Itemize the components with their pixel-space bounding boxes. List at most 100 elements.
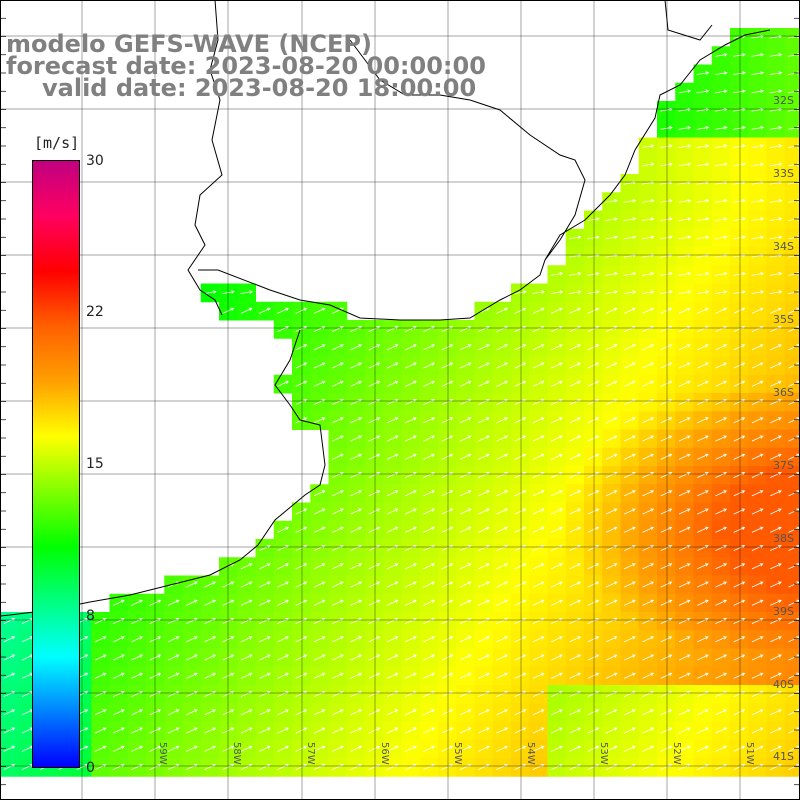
wind-cell [784,685,800,704]
wind-arrow [441,362,454,369]
wind-arrow [678,398,691,406]
wind-arrow [605,745,618,752]
wind-arrow [496,471,509,479]
wind-arrow [660,490,673,497]
wind-arrow [277,745,290,752]
wind-arrow [660,417,673,424]
wind-arrow [587,563,600,570]
wind-arrow [259,636,271,643]
wind-arrow [478,617,490,625]
wind-arrow [386,325,399,333]
wind-arrow [715,453,728,460]
wind-arrow [441,508,454,515]
wind-arrow [642,727,655,734]
wind-arrow [167,599,180,606]
wind-arrow [587,526,600,533]
wind-arrow [770,362,782,369]
wind-arrow [76,763,89,771]
wind-arrow [569,435,582,442]
wind-arrow [186,599,198,606]
wind-arrow [642,471,655,479]
wind-cell [784,484,800,503]
wind-arrow [678,672,691,679]
wind-arrow [496,417,509,424]
wind-arrow [332,380,344,387]
wind-arrow [733,471,746,479]
wind-arrow [313,599,326,606]
wind-arrow [697,490,709,497]
wind-arrow [715,763,728,771]
wind-arrow [405,654,417,661]
wind-arrow [313,654,326,661]
wind-arrow [149,672,162,679]
wind-arrow [149,709,162,716]
wind-arrow [423,508,436,515]
wind-arrow [551,325,563,333]
wind-arrow [459,654,472,661]
wind-arrow [715,508,728,515]
wind-arrow [751,563,764,570]
wind-arrow [714,180,728,185]
wind-arrow [715,636,728,643]
wind-arrow [678,217,692,222]
wind-arrow [496,654,509,661]
wind-arrow [569,672,582,679]
wind-arrow [605,490,618,497]
wind-arrow [368,325,381,333]
wind-arrow [295,362,308,369]
wind-arrow [770,508,782,515]
wind-arrow [751,654,764,661]
wind-arrow [514,435,527,442]
wind-cell [784,703,800,722]
wind-arrow [587,217,600,222]
wind-arrow [751,125,765,130]
wind-arrow [3,727,16,734]
lat-label-40s: 40S [773,678,794,691]
wind-arrow [587,709,600,716]
wind-arrow [259,617,271,625]
wind-arrow [405,380,417,387]
wind-arrow [350,362,363,369]
wind-arrow [624,599,636,606]
wind-arrow [478,544,490,552]
wind-arrow [405,672,417,679]
wind-arrow [423,727,436,734]
wind-arrow [605,290,619,295]
wind-arrow [569,471,582,479]
wind-cell [784,520,800,540]
wind-arrow [386,435,399,442]
wind-arrow [405,727,417,734]
wind-arrow [605,526,618,533]
wind-arrow [332,709,344,716]
wind-arrow [441,398,454,406]
wind-arrow [551,563,563,570]
wind-arrow [313,690,326,698]
wind-arrow [478,599,490,606]
wind-arrow [660,599,673,606]
wind-arrow [697,636,709,643]
wind-arrow [769,52,783,57]
wind-arrow [770,672,782,679]
wind-arrow [697,581,709,588]
wind-arrow [441,709,454,716]
wind-arrow [441,435,454,442]
wind-arrow [459,398,472,406]
wind-cell [784,356,800,376]
wind-cell [784,374,800,394]
wind-arrow [624,435,636,442]
wind-arrow [386,654,399,661]
wind-arrow [697,727,709,734]
wind-arrow [715,563,728,570]
wind-arrow [697,563,709,570]
wind-arrow [186,636,198,643]
wind-arrow [660,453,673,460]
wind-arrow [733,745,746,752]
colorbar-unit: [m/s] [34,134,80,152]
wind-arrow [715,417,728,424]
wind-arrow [478,563,490,570]
wind-arrow [478,325,490,333]
wind-arrow [514,690,527,698]
wind-arrow [715,380,728,387]
wind-arrow [624,471,636,479]
